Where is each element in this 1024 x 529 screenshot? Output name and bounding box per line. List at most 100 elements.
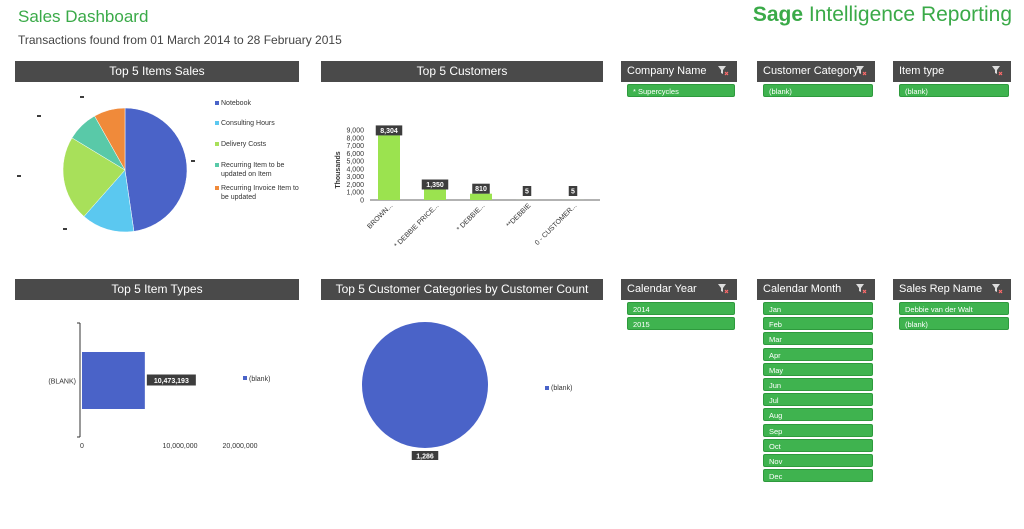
data-label: 5 — [525, 189, 529, 196]
legend-label: Consulting Hours — [221, 120, 275, 127]
slicer-item[interactable]: Feb — [763, 317, 873, 331]
brand-rest: Intelligence Reporting — [803, 3, 1012, 26]
slicer-item[interactable]: Oct — [763, 438, 873, 452]
clear-filter-icon[interactable] — [855, 64, 867, 78]
x-category-label: * DEBBIE... — [456, 202, 487, 233]
legend-item: Consulting Hours — [215, 119, 301, 128]
slicer-item[interactable]: 2014 — [627, 302, 735, 315]
bar — [424, 189, 446, 200]
legend-item: Recurring Invoice Item to be updated — [215, 184, 301, 202]
data-label-bg — [146, 374, 196, 386]
slicer-title: Item type — [899, 65, 945, 77]
slicer-title: Sales Rep Name — [899, 283, 983, 295]
x-category-label: **DEBBIE — [505, 202, 532, 229]
data-label — [190, 160, 195, 163]
data-label-bg — [421, 179, 449, 190]
panel-header-items-sales: Top 5 Items Sales — [15, 61, 299, 82]
data-label-bg — [411, 451, 439, 460]
clear-filter-icon[interactable] — [855, 282, 867, 296]
slicer-item[interactable]: Jul — [763, 393, 873, 407]
brand-bold: Sage — [752, 3, 804, 26]
legend-label: (blank) — [551, 385, 573, 392]
slicer-item[interactable]: Jun — [763, 378, 873, 391]
legend-swatch — [215, 163, 219, 167]
legend-label: Delivery Costs — [221, 141, 267, 148]
legend-item: Delivery Costs — [215, 140, 301, 149]
pie-slice — [94, 107, 126, 171]
slicer-sales-rep: Sales Rep Name — [893, 279, 1011, 300]
items-sales-pie-chart — [62, 107, 188, 233]
slicer-item-type: Item type — [893, 61, 1011, 82]
slicer-item[interactable]: Apr — [763, 347, 873, 361]
legend-item: (blank) — [545, 384, 573, 393]
bar — [470, 193, 492, 200]
legend-swatch — [243, 376, 247, 380]
legend-item: Recurring Item to be updated on Item — [215, 161, 301, 179]
legend-label: Recurring Invoice Item to be updated — [221, 185, 299, 201]
data-label — [17, 174, 22, 177]
slicer-item[interactable]: Nov — [763, 454, 873, 467]
legend-label: (blank) — [249, 376, 270, 383]
y-tick-label: 2,000 — [346, 182, 364, 189]
slicer-item[interactable]: Dec — [763, 469, 873, 483]
clear-filter-icon[interactable] — [717, 64, 729, 78]
clear-filter-icon[interactable] — [991, 282, 1003, 296]
slicer-item[interactable]: Sep — [763, 423, 873, 437]
data-label — [36, 114, 41, 117]
clear-filter-icon[interactable] — [991, 64, 1003, 78]
slicer-calendar-month: Calendar Month — [757, 279, 875, 300]
slicer-item[interactable]: Mar — [763, 332, 873, 346]
slicer-item[interactable]: (blank) — [899, 84, 1009, 97]
x-tick-label: 20,000,000 — [222, 443, 257, 450]
slicer-item[interactable]: Aug — [763, 408, 873, 422]
legend-swatch — [215, 186, 219, 190]
panel-header-customer-categories: Top 5 Customer Categories by Customer Co… — [321, 279, 603, 300]
slicer-customer-category: Customer Category — [757, 61, 875, 82]
y-tick-label: 6,000 — [346, 151, 364, 158]
slicer-item[interactable]: Debbie van der Walt — [899, 302, 1009, 315]
slicer-item[interactable]: * Supercycles — [627, 84, 735, 97]
y-tick-label: 4,000 — [346, 166, 364, 173]
legend-label: Notebook — [221, 100, 251, 107]
data-label-bg — [522, 186, 532, 196]
brand-logo: Sage Intelligence Reporting — [753, 3, 1012, 27]
data-label: 1,350 — [426, 182, 444, 189]
date-range-subtitle: Transactions found from 01 March 2014 to… — [18, 33, 342, 47]
customer-categories-pie-chart: 1,286 — [362, 322, 488, 461]
pie-slice — [124, 107, 188, 232]
data-label: 8,304 — [380, 128, 398, 135]
slicer-calendar-year: Calendar Year — [621, 279, 737, 300]
slicer-item[interactable]: (blank) — [899, 317, 1009, 331]
slicer-title: Calendar Month — [763, 283, 842, 295]
data-label: 10,473,193 — [154, 378, 189, 385]
x-category-label: 0 - CUSTOMER... — [534, 202, 578, 246]
y-tick-label: 3,000 — [346, 174, 364, 181]
x-category-label: BROWN... — [366, 202, 394, 230]
data-label: 5 — [571, 189, 575, 196]
data-label: 810 — [475, 186, 487, 193]
y-tick-label: 5,000 — [346, 159, 364, 166]
y-tick-label: 1,000 — [346, 190, 364, 197]
slicer-title: Calendar Year — [627, 283, 697, 295]
slicer-item[interactable]: 2015 — [627, 317, 735, 331]
slicer-item[interactable]: (blank) — [763, 84, 873, 97]
legend-swatch — [215, 101, 219, 105]
bar — [82, 352, 145, 409]
y-tick-label: 7,000 — [346, 143, 364, 150]
item-types-bar-chart: (BLANK) 10,473,193 0 10,000,000 20,000,000 (b… — [48, 322, 270, 450]
page-title: Sales Dashboard — [18, 7, 149, 26]
clear-filter-icon[interactable] — [717, 282, 729, 296]
legend-item: Notebook — [215, 99, 301, 108]
y-tick-label: 0 — [360, 198, 364, 205]
pie-slice — [362, 322, 488, 448]
slicer-item[interactable]: Jan — [763, 302, 873, 315]
panel-header-customers: Top 5 Customers — [321, 61, 603, 82]
panel-header-item-types: Top 5 Item Types — [15, 279, 299, 300]
data-label: 1,286 — [416, 454, 434, 461]
slicer-item[interactable]: May — [763, 362, 873, 376]
data-label-bg — [472, 183, 490, 194]
x-category-label: * DEBBIE PRICE... — [393, 202, 440, 249]
y-category-label: (BLANK) — [48, 379, 76, 386]
pie-slice — [83, 169, 135, 233]
pie-slice — [62, 137, 126, 217]
